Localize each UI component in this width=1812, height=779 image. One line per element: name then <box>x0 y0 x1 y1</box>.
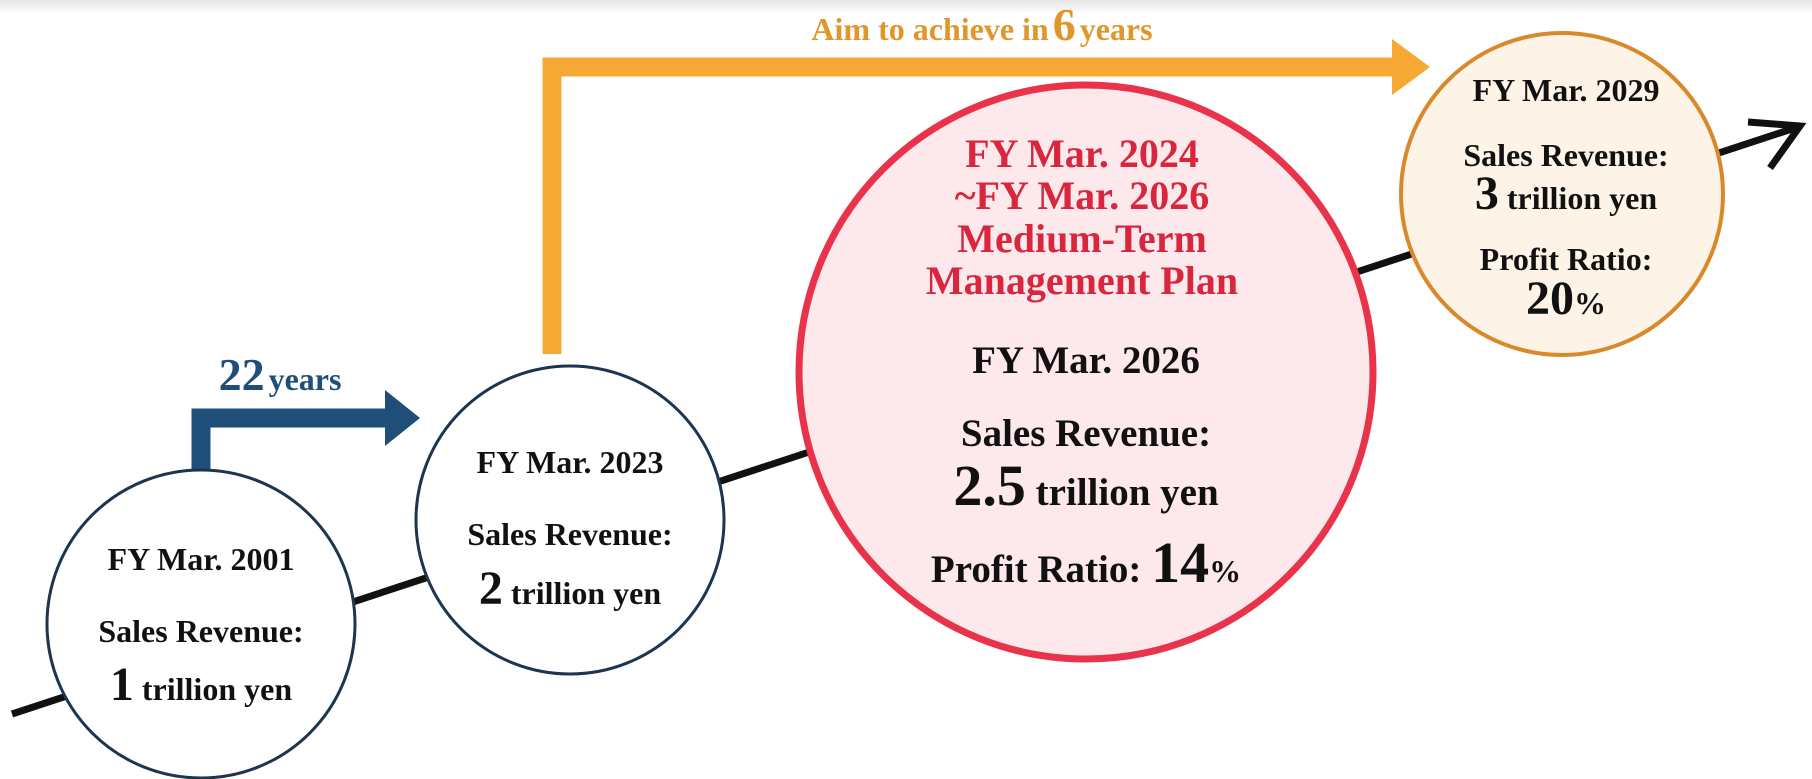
profit-unit: % <box>1574 285 1606 321</box>
gap-number: 22 <box>219 349 265 400</box>
aim-number: 6 <box>1053 0 1076 50</box>
sales-unit: trillion yen <box>511 575 661 611</box>
node-profit: Profit Ratio: 14% <box>931 530 1241 595</box>
aim-arrow <box>542 57 1398 354</box>
profit-label: Profit Ratio: <box>931 548 1141 591</box>
growth-arrowhead <box>1747 118 1807 171</box>
node-sales: 3 trillion yen <box>1475 167 1657 220</box>
gap-arrowhead <box>385 390 420 446</box>
top-shade <box>0 0 1812 14</box>
gap-label: 22 years <box>219 349 342 400</box>
aim-label: Aim to achieve in 6 years <box>811 0 1152 50</box>
plan-title: Management Plan <box>926 258 1238 303</box>
node-sales: 2.5 trillion yen <box>953 453 1219 518</box>
plan-title: ~FY Mar. 2026 <box>955 173 1209 218</box>
aim-suffix: years <box>1080 11 1153 47</box>
aim-prefix: Aim to achieve in <box>811 11 1049 47</box>
gap-arrow <box>191 408 392 470</box>
gap-suffix: years <box>269 361 342 397</box>
node-sales-label: Sales Revenue: <box>98 613 303 649</box>
node-period: FY Mar. 2001 <box>108 541 295 577</box>
profit-unit: % <box>1209 553 1241 589</box>
node-sales: 1 trillion yen <box>110 658 292 711</box>
aim-arrowhead <box>1392 39 1430 95</box>
profit-value: 20 <box>1526 272 1574 325</box>
node-circle <box>1399 31 1725 357</box>
node-sales-label: Sales Revenue: <box>467 516 672 552</box>
node-circle <box>45 468 357 779</box>
node-profit: 20% <box>1526 272 1606 325</box>
sales-value: 2.5 <box>953 453 1026 518</box>
node-circle <box>414 364 726 676</box>
sales-value: 2 <box>479 562 503 615</box>
profit-value: 14 <box>1151 530 1209 595</box>
node-sales: 2 trillion yen <box>479 562 661 615</box>
node-period: FY Mar. 2029 <box>1473 72 1660 108</box>
sales-unit: trillion yen <box>1036 471 1219 514</box>
node-sales-label: Sales Revenue: <box>1463 137 1668 173</box>
plan-circle <box>795 81 1377 663</box>
sales-unit: trillion yen <box>1507 180 1657 216</box>
plan-title: FY Mar. 2024 <box>965 131 1199 176</box>
plan-title: Medium-Term <box>957 216 1207 261</box>
profit-label: Profit Ratio: <box>1480 241 1653 277</box>
node-period: FY Mar. 2026 <box>972 339 1200 382</box>
node-sales-label: Sales Revenue: <box>961 412 1211 455</box>
sales-value: 3 <box>1475 167 1499 220</box>
sales-unit: trillion yen <box>142 671 292 707</box>
node-period: FY Mar. 2023 <box>477 444 664 480</box>
sales-value: 1 <box>110 658 134 711</box>
